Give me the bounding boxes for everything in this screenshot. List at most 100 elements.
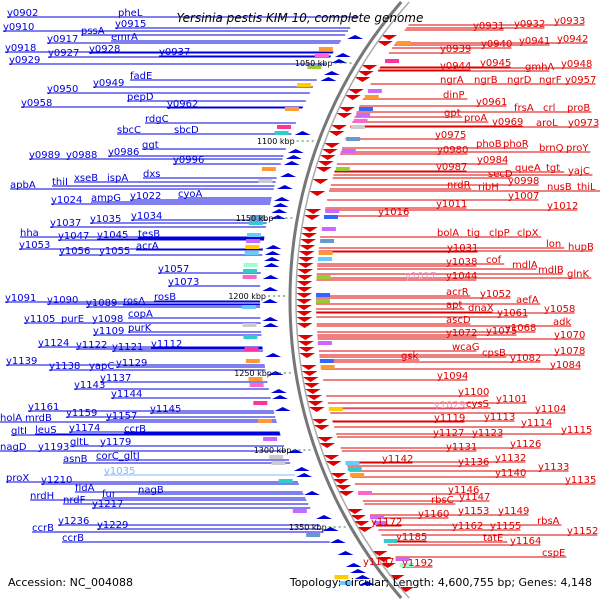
left-gene-label: pssA [81,26,105,37]
right-gene-arrow [297,335,314,340]
right-gene-arrow [296,305,313,310]
left-gene-label: ispA [107,173,128,184]
left-gene-label: y1236 [58,516,89,527]
right-gene-arrow [357,71,374,76]
left-gene-arrow [293,467,310,471]
feature-block [318,257,333,261]
right-gene-arrow [296,275,313,280]
left-gene-label: nagB [138,485,164,496]
right-gene-arrow [371,551,388,556]
right-gene-arrow [300,239,317,244]
right-gene-label: y1127 [433,428,464,439]
left-gene-label: y0958 [21,98,52,109]
right-gene-label: acrR [446,287,469,298]
right-gene-label: y1136 [458,457,489,468]
left-gene-label: y0996 [173,155,204,166]
right-gene-label: y1119 [434,413,465,424]
left-gene-label: y1073 [168,277,199,288]
left-gene-label: y0950 [47,84,78,95]
kbp-tick-label: 1150 kbp [236,214,274,223]
right-gene-label: y0941 [519,36,550,47]
left-gene-arrow [272,395,289,399]
right-gene-arrow [350,515,367,520]
feature-block [350,473,365,477]
right-gene-label: y1100 [458,387,489,398]
left-gene-arrow [316,515,333,519]
right-gene-label: y0961 [476,97,507,108]
left-gene-arrow [334,53,351,57]
left-gene-arrow [294,131,311,135]
feature-block [370,515,385,519]
right-gene-arrow [397,587,414,592]
right-gene-arrow [299,245,316,250]
right-gene-label: gmhA [525,62,554,73]
right-gene-arrow [321,149,338,154]
right-gene-label: phoB [476,139,502,150]
right-gene-label: yajC [568,166,590,177]
right-gene-arrow [338,491,355,496]
right-gene-label: y0969 [492,117,523,128]
right-gene-arrow [312,179,329,184]
left-gene-arrow [287,149,304,153]
right-gene-arrow [319,155,336,160]
right-gene-label: y1142 [382,454,413,465]
right-gene-arrow [356,527,373,532]
right-gene-arrow [328,131,345,136]
feature-block [242,323,257,327]
right-gene-arrow [304,215,321,220]
right-gene-label: y1101 [496,394,527,405]
left-gene-arrow [320,77,337,81]
left-gene-label: y0929 [9,55,40,66]
right-gene-label: clpX [517,228,539,239]
left-strand-leader-lines [0,16,359,543]
right-gene-arrow [335,485,352,490]
left-gene-arrow [304,491,321,495]
right-gene-label: y1084 [550,360,581,371]
left-gene-label: y1174 [69,423,100,434]
left-gene-arrow [264,257,281,261]
right-gene-label: y0957 [565,75,596,86]
right-gene-arrow [388,575,405,580]
right-gene-label: crl [543,103,555,114]
right-gene-label: nrdR [447,180,471,191]
right-gene-arrow [347,89,364,94]
left-gene-arrow [262,275,279,279]
left-gene-label: y0937 [159,47,190,58]
feature-block [258,179,273,183]
right-gene-label: queA [515,163,541,174]
right-gene-label: y1135 [565,475,596,486]
left-gene-label: emrA [111,32,138,43]
left-gene-label: y0928 [89,44,120,55]
left-gene-arrow [265,353,282,357]
feature-block [321,227,336,231]
right-gene-arrow [313,425,330,430]
right-gene-label: ascD [446,315,471,326]
right-gene-label: wcaG [452,342,480,353]
left-gene-label: copA [128,309,153,320]
right-gene-label: adk [553,317,571,328]
feature-block [319,359,334,363]
right-gene-label: y1058 [544,304,575,315]
feature-block [245,359,260,363]
left-gene-arrow [331,59,348,63]
right-strand-gene-labels: y0931 y0932 y0933 y0939 y0940 y0941 y0942 y0944… [363,16,599,569]
right-gene-label: y0998 [508,176,539,187]
left-gene-label: rosB [154,292,176,303]
right-gene-arrow [330,473,347,478]
feature-block [277,125,291,129]
right-gene-label: y1197 [363,557,394,568]
feature-block [364,95,379,99]
right-gene-label: y1007 [508,191,539,202]
right-gene-label: y1068 [505,323,536,334]
right-gene-label: proY [566,143,589,154]
left-gene-label: y1105 [24,314,55,325]
right-gene-label: mdlB [538,265,564,276]
feature-block [399,563,414,567]
right-gene-arrow [296,311,313,316]
right-gene-arrow [376,41,393,46]
right-gene-label: y1031 [447,243,478,254]
feature-block [358,491,373,495]
left-gene-arrow [272,203,289,207]
left-gene-label: y0915 [115,19,146,30]
right-gene-label: y1155 [490,521,521,532]
